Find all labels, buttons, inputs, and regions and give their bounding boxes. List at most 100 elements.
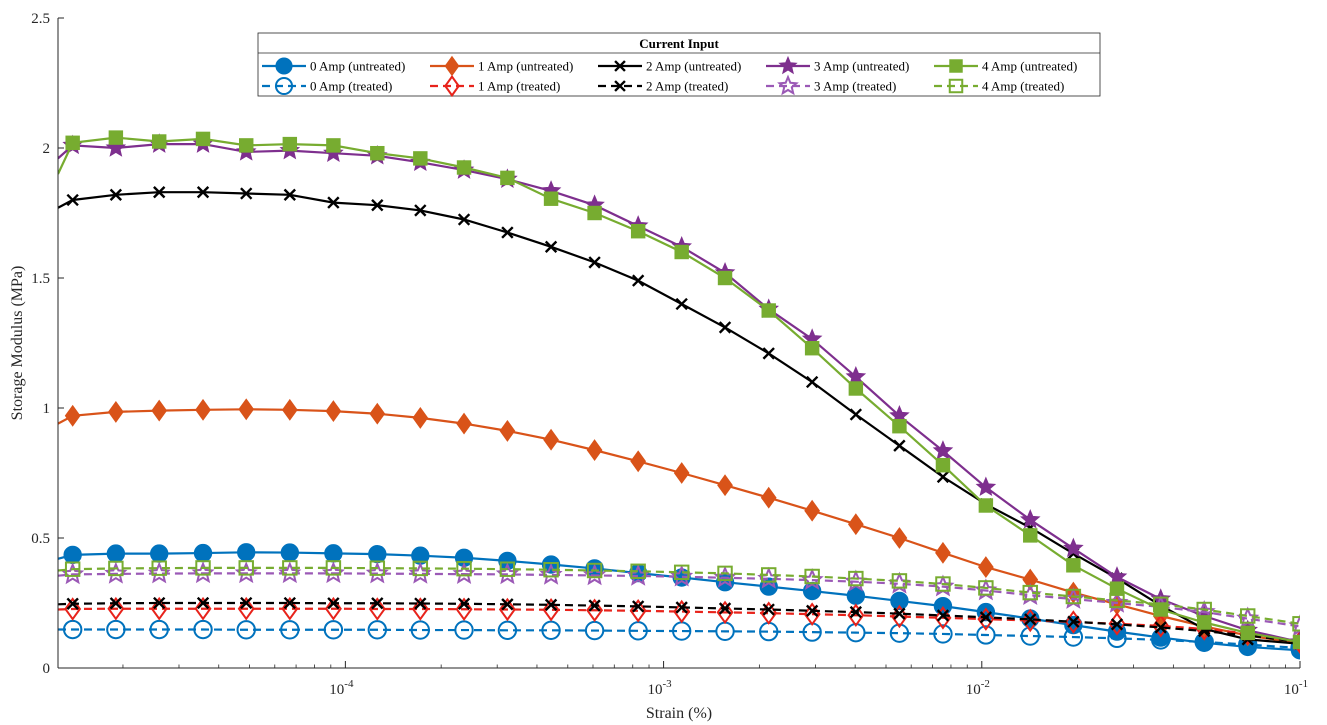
data-point (239, 138, 254, 153)
data-point (65, 135, 80, 151)
data-point (457, 213, 471, 226)
legend: Current Input 0 Amp (untreated) 0 Amp (tr… (257, 32, 1101, 98)
data-point (323, 620, 344, 640)
data-point (893, 439, 906, 452)
data-point (588, 599, 601, 612)
data-point (501, 598, 514, 611)
data-point (109, 188, 123, 201)
data-point (588, 256, 601, 269)
legend-entry: 4 Amp (untreated) (934, 59, 1077, 74)
data-point (238, 560, 254, 576)
x-tick-label: 10-3 (647, 678, 672, 698)
data-point (64, 404, 81, 427)
data-point (1024, 613, 1037, 626)
data-point (149, 619, 169, 640)
data-point (499, 419, 516, 442)
data-point (66, 597, 79, 610)
data-point (369, 402, 386, 425)
data-point (410, 620, 430, 640)
data-point (105, 137, 127, 157)
data-point (500, 170, 515, 186)
legend-label: 0 Amp (untreated) (310, 59, 405, 74)
data-point (237, 596, 255, 621)
data-point (804, 568, 820, 585)
data-point (717, 270, 733, 286)
data-point (325, 560, 342, 576)
data-point (1152, 596, 1169, 613)
data-point (109, 597, 123, 610)
x-tick-label: 10-1 (1284, 678, 1308, 698)
plot-area (58, 18, 1300, 668)
data-point (544, 240, 558, 253)
legend-label: 1 Amp (treated) (478, 79, 560, 94)
data-point (848, 381, 864, 396)
series-4-amp-treated (58, 560, 1300, 632)
data-point (718, 321, 732, 334)
data-point (64, 597, 82, 621)
data-point (1107, 628, 1127, 649)
data-point (367, 620, 387, 640)
data-point (630, 223, 646, 239)
data-point (195, 398, 211, 421)
data-point (716, 600, 734, 625)
data-point (501, 226, 514, 239)
data-point (324, 596, 342, 621)
data-point (194, 596, 212, 621)
data-point (1239, 608, 1256, 624)
data-point (543, 428, 559, 451)
data-point (1064, 610, 1082, 634)
data-point (193, 619, 213, 640)
y-tick-label: 1.5 (31, 271, 50, 287)
data-point (456, 560, 472, 577)
data-point (631, 600, 645, 613)
data-point (414, 597, 427, 610)
data-point (193, 543, 213, 563)
data-point (586, 562, 603, 579)
data-point (151, 134, 167, 149)
data-point (890, 591, 909, 611)
data-point (153, 186, 166, 199)
data-point (1196, 601, 1212, 618)
data-point (1063, 537, 1084, 558)
data-point (891, 527, 908, 549)
legend-entry: 2 Amp (untreated) (598, 59, 741, 74)
data-point (370, 145, 385, 161)
series-2-amp-untreated (58, 186, 1300, 650)
series-line (58, 572, 1300, 628)
legend-entry: 4 Amp (treated) (934, 79, 1064, 94)
data-point (106, 619, 126, 640)
data-point (66, 193, 79, 207)
data-point (541, 620, 561, 640)
data-point (324, 544, 343, 563)
data-point (717, 565, 733, 582)
data-point (631, 274, 645, 287)
data-point (195, 560, 211, 576)
series-line (58, 566, 1300, 625)
data-point (935, 457, 951, 473)
data-point (412, 560, 429, 577)
data-point (804, 340, 820, 356)
legend-marker (777, 74, 799, 96)
data-point (63, 545, 82, 565)
data-point (196, 596, 210, 610)
data-point (371, 199, 384, 212)
legend-label: 4 Amp (treated) (982, 79, 1064, 94)
data-point (805, 604, 819, 617)
data-point (1065, 588, 1082, 605)
data-point (933, 624, 953, 644)
data-point (542, 597, 560, 622)
data-point (108, 560, 124, 577)
data-point (717, 474, 733, 497)
data-point (936, 609, 950, 622)
data-point (369, 560, 386, 576)
data-point (327, 196, 340, 209)
data-point (195, 131, 211, 147)
data-point (325, 400, 342, 423)
data-point (414, 204, 427, 217)
data-point (932, 440, 954, 460)
data-point (196, 186, 210, 199)
data-point (849, 605, 863, 619)
data-point (237, 543, 256, 562)
data-point (283, 188, 296, 201)
legend-marker (948, 78, 964, 94)
